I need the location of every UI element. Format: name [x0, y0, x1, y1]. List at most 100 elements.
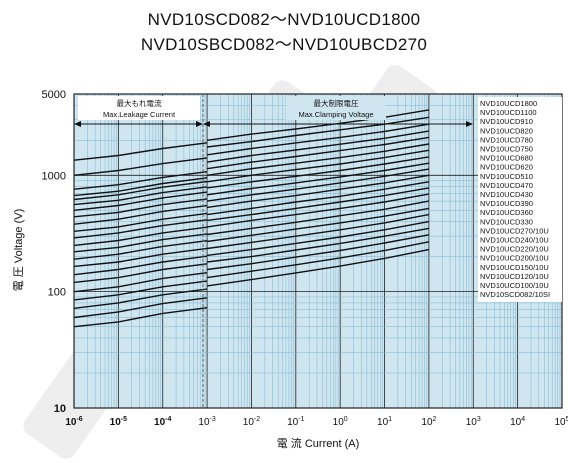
series-curve: [207, 187, 430, 222]
series-curve: [206, 193, 430, 228]
series-curve: [206, 143, 430, 176]
x-axis-label: 電 流 Current (A): [277, 436, 360, 450]
x-tick-labels: 10-6 10-5 10-4 10-3 10-2 10-1 100 101 102 103 104 1…: [65, 416, 568, 428]
series-curve: [73, 255, 208, 276]
clamping-arrow-head-left: [203, 121, 210, 127]
series-curve: [73, 280, 208, 301]
clamping-arrow-head-right: [466, 121, 473, 127]
leakage-label-jp: 最大もれ電流: [117, 98, 162, 108]
series-label: NVD10UCD1100: [480, 108, 537, 117]
series-curve: [207, 174, 430, 209]
series-curve: [207, 168, 430, 202]
y-tick-label: 100: [48, 287, 66, 299]
leakage-label-box: [78, 96, 200, 120]
series-label-list: NVD10UCD1800NVD10UCD1100NVD10UCD910NVD10…: [478, 97, 562, 302]
y-tick-label: 10: [54, 403, 66, 415]
series-label: NVD10UCD510: [480, 172, 533, 181]
y-tick-label: 5000: [42, 89, 66, 101]
series-curve: [207, 109, 430, 141]
series-curve: [73, 240, 208, 260]
series-curve: [207, 123, 430, 156]
series-curve: [73, 233, 208, 253]
series-curve: [73, 191, 208, 211]
x-tick-label: 10-2: [243, 416, 260, 428]
series-label: NVD10UCD470: [480, 181, 533, 190]
x-tick-label: 10-3: [198, 416, 215, 428]
series-label: NVD10UCD430: [480, 190, 533, 199]
series-label: NVD10UCD750: [480, 145, 533, 154]
clamping-label-en: Max.Clamping Voltage: [298, 110, 373, 119]
series-curve: [73, 204, 208, 225]
clamping-label-jp: 最大制限電圧: [314, 98, 359, 108]
series-label-bg: [478, 97, 562, 302]
x-tick-label: 105: [554, 416, 568, 428]
series-curve: [73, 272, 208, 293]
series-curve: [207, 213, 430, 250]
series-curve: [73, 180, 208, 201]
series-curve: [207, 181, 430, 216]
leakage-arrow-head-right: [196, 121, 203, 127]
series-label: NVD10UCD120/10U: [480, 272, 549, 281]
series-curve: [73, 297, 208, 319]
leakage-arrow-head-left: [74, 121, 81, 127]
x-tick-label: 10-4: [154, 416, 171, 428]
series-curve: [73, 288, 208, 309]
series-curve: [73, 186, 208, 206]
series-label: NVD10UCD1800: [480, 99, 537, 108]
title-line-1: NVD10SCD082～NVD10UCD1800: [147, 10, 421, 29]
series-label: NVD10UCD100/10U: [480, 281, 549, 290]
series-curve: [73, 247, 208, 268]
y-tick-labels: 10 100 1000 5000: [42, 89, 66, 415]
series-curve: [206, 149, 430, 183]
x-tick-label: 10-6: [65, 416, 82, 428]
x-tick-label: 102: [421, 416, 436, 428]
series-curve: [206, 136, 430, 170]
series-curve: [73, 226, 208, 247]
series-label: NVD10UCD390: [480, 199, 533, 208]
series-curve: [73, 263, 208, 284]
series-curve: [207, 227, 430, 263]
series-label: NVD10UCD150/10U: [480, 263, 549, 272]
series-curve: [207, 156, 430, 189]
series-curve: [73, 219, 208, 239]
series-label: NVD10UCD360: [480, 208, 533, 217]
series-label: NVD10UCD820: [480, 126, 533, 135]
series-label: NVD10UCD780: [480, 135, 533, 144]
series-label: NVD10UCD620: [480, 163, 533, 172]
series-curve: [207, 207, 430, 243]
curves: [73, 109, 430, 328]
x-tick-label: 103: [466, 416, 481, 428]
clamping-label-box: [286, 96, 386, 120]
series-curve: [207, 220, 430, 257]
x-tick-label: 10-1: [287, 416, 304, 428]
series-label: NVD10UCD240/10U: [480, 236, 549, 245]
series-label: NVD10UCD680: [480, 154, 533, 163]
x-tick-label: 101: [377, 416, 392, 428]
series-label: NVD10UCD910: [480, 117, 533, 126]
series-label: NVD10UCD220/10U: [480, 245, 549, 254]
series-curve: [207, 248, 430, 287]
y-tick-label: 1000: [42, 170, 66, 182]
series-curve: [207, 234, 430, 271]
x-tick-label: 100: [333, 416, 348, 428]
series-curve: [73, 157, 208, 176]
series-curve: [73, 177, 208, 197]
series-curve: [207, 200, 430, 236]
series-curve: [73, 198, 208, 218]
series-curve: [206, 130, 430, 163]
series-label: NVD10UCD200/10U: [480, 254, 549, 263]
series-curve: [207, 162, 430, 196]
leakage-label-en: Max.Leakage Current: [103, 110, 176, 119]
series-curve: [207, 241, 430, 279]
x-tick-label: 10-5: [110, 416, 127, 428]
series-curve: [73, 171, 208, 190]
x-tick-label: 104: [510, 416, 525, 428]
title-line-2: NVD10SBCD082～NVD10UBCD270: [140, 35, 428, 54]
series-label: NVD10SCD082/10SI: [480, 290, 550, 299]
y-axis-label: 電 圧 Voltage (V): [12, 209, 25, 292]
series-curve: [73, 212, 208, 232]
series-curve: [207, 116, 430, 148]
series-label: NVD10UCD270/10U: [480, 226, 549, 235]
series-curve: [73, 307, 208, 328]
